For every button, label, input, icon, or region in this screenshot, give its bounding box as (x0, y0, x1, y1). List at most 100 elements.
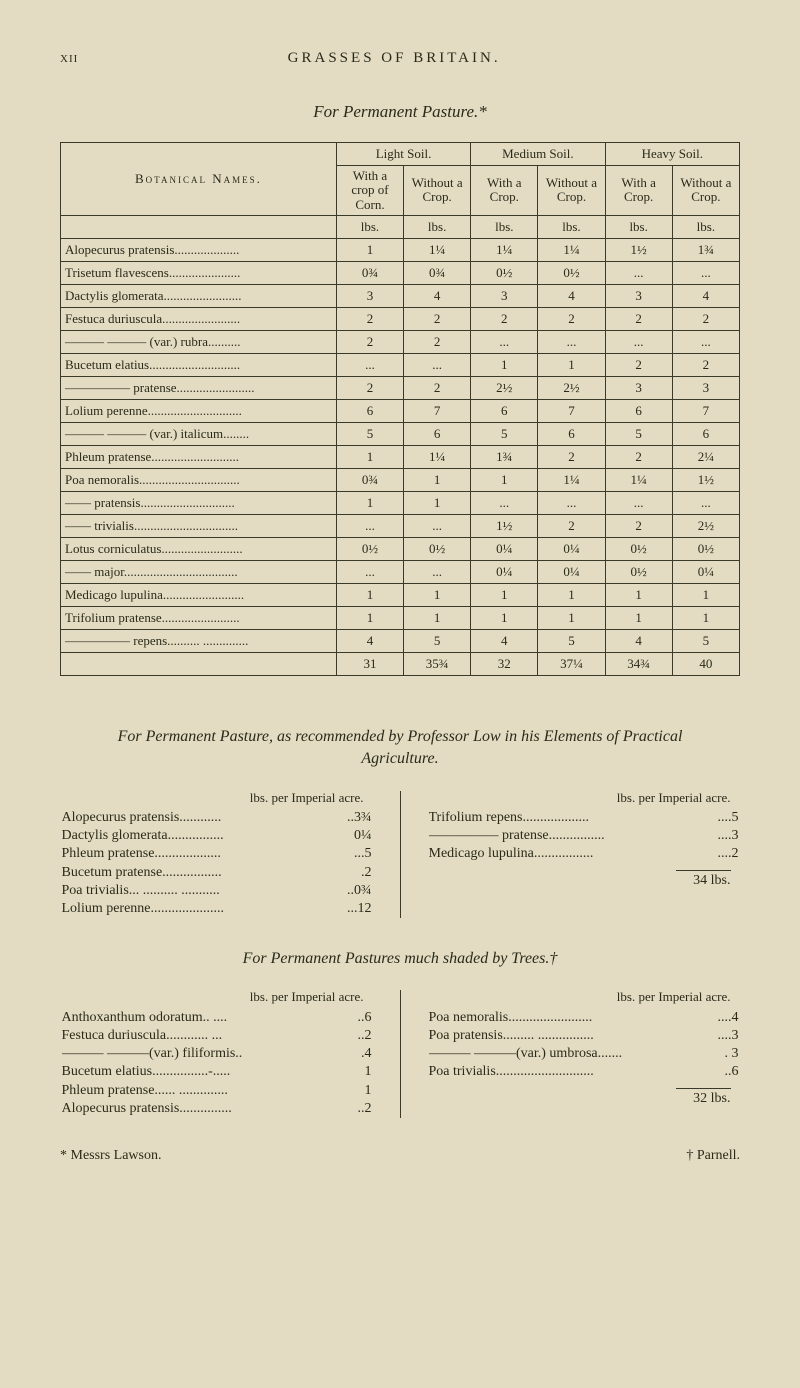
value-cell: 1 (605, 583, 672, 606)
entry-label: Poa trivialis...........................… (429, 1063, 704, 1081)
value-cell: ... (336, 353, 403, 376)
value-cell: 1¼ (538, 468, 605, 491)
entry-label: Poa nemoralis........................ (429, 1009, 704, 1027)
table-title: For Permanent Pasture.* (60, 102, 740, 122)
entry-label: Anthoxanthum odoratum.. .... (62, 1009, 337, 1027)
species-name: ——— ——— (var.) italicum........ (61, 422, 337, 445)
value-cell: 0¾ (404, 261, 471, 284)
value-cell: 2 (404, 376, 471, 399)
value-cell: 5 (538, 629, 605, 652)
list-entry: Bucetum elatius................-.....1 (62, 1063, 372, 1081)
list-entry: Phleum pratense...... ..............1 (62, 1082, 372, 1100)
entry-amount: ....4 (704, 1009, 739, 1027)
entry-label: ——— ———(var.) umbrosa....... (429, 1045, 704, 1063)
value-cell: 2 (538, 445, 605, 468)
footnote-right: † Parnell. (686, 1148, 740, 1164)
entry-label: ——— ———(var.) filiformis.. (62, 1045, 337, 1063)
running-head: GRASSES OF BRITAIN. (288, 50, 501, 67)
value-cell: 0½ (471, 261, 538, 284)
entry-label: Poa pratensis......... ................ (429, 1027, 704, 1045)
value-cell: 1 (672, 606, 739, 629)
pasture-table: Botanical Names. Light Soil. Medium Soil… (60, 142, 740, 676)
value-cell: 1 (471, 606, 538, 629)
value-cell: 1 (471, 353, 538, 376)
value-cell: 0½ (605, 537, 672, 560)
entry-amount: 1 (337, 1063, 372, 1081)
value-cell: 1¼ (471, 238, 538, 261)
list-entry: Trifolium repens.......................5 (429, 809, 739, 827)
entry-label: Phleum pratense...... .............. (62, 1082, 337, 1100)
value-cell: 2 (336, 307, 403, 330)
list-entry: Anthoxanthum odoratum.. ......6 (62, 1009, 372, 1027)
value-cell: 4 (605, 629, 672, 652)
total-cell: 35¾ (404, 652, 471, 675)
entry-amount: ..2 (337, 1027, 372, 1045)
list-entry: Poa nemoralis...........................… (429, 1009, 739, 1027)
entry-amount: ..6 (337, 1009, 372, 1027)
list-entry: Lolium perenne........................12 (62, 900, 372, 918)
value-cell: 5 (336, 422, 403, 445)
unit-cell: lbs. (336, 215, 403, 238)
value-cell: 1¼ (404, 238, 471, 261)
value-cell: ... (605, 491, 672, 514)
value-cell: 2 (404, 307, 471, 330)
entry-label: Dactylis glomerata................ (62, 827, 337, 845)
value-cell: 4 (404, 284, 471, 307)
value-cell: ... (471, 491, 538, 514)
value-cell: 1 (336, 583, 403, 606)
col-head: lbs. per Imperial acre. (62, 791, 372, 805)
value-cell: 1 (336, 445, 403, 468)
value-cell: 2½ (471, 376, 538, 399)
value-cell: 2 (605, 514, 672, 537)
species-name: ————— repens.......... .............. (61, 629, 337, 652)
value-cell: 1 (538, 353, 605, 376)
species-name: Trifolium pratense......................… (61, 606, 337, 629)
value-cell: 1¼ (605, 468, 672, 491)
value-cell: 0¼ (538, 560, 605, 583)
entry-label: ————— pratense................ (429, 827, 704, 845)
species-name: Festuca duriuscula......................… (61, 307, 337, 330)
value-cell: 1 (471, 583, 538, 606)
value-cell: 1½ (471, 514, 538, 537)
value-cell: 1 (336, 238, 403, 261)
value-cell: 0½ (538, 261, 605, 284)
list-entry: Dactylis glomerata................ 0¼ (62, 827, 372, 845)
value-cell: 0¾ (336, 468, 403, 491)
value-cell: 1 (471, 468, 538, 491)
entry-amount: ....3 (704, 1027, 739, 1045)
value-cell: 5 (672, 629, 739, 652)
value-cell: 3 (336, 284, 403, 307)
value-cell: 2 (404, 330, 471, 353)
value-cell: 1 (404, 583, 471, 606)
value-cell: 0¼ (538, 537, 605, 560)
value-cell: 2 (605, 445, 672, 468)
entry-label: Lolium perenne..................... (62, 900, 337, 918)
total-cell: 31 (336, 652, 403, 675)
soil-group: Light Soil. (336, 143, 470, 166)
section3-title: For Permanent Pastures much shaded by Tr… (100, 948, 700, 970)
sub-header: Without a Crop. (672, 166, 739, 216)
value-cell: 3 (605, 376, 672, 399)
value-cell: 6 (672, 422, 739, 445)
page-header: xii GRASSES OF BRITAIN. (60, 50, 740, 67)
value-cell: 0¼ (471, 560, 538, 583)
list-entry: Alopecurus pratensis..............3¾ (62, 809, 372, 827)
value-cell: ... (404, 560, 471, 583)
entry-label: Poa trivialis... .......... ........... (62, 882, 337, 900)
value-cell: 0½ (672, 537, 739, 560)
value-cell: 1¼ (538, 238, 605, 261)
species-name: Bucetum elatius.........................… (61, 353, 337, 376)
value-cell: ... (336, 560, 403, 583)
unit-cell: lbs. (471, 215, 538, 238)
species-name: —— pratensis............................… (61, 491, 337, 514)
value-cell: ... (471, 330, 538, 353)
col-head: lbs. per Imperial acre. (62, 990, 372, 1004)
entry-label: Medicago lupulina................. (429, 845, 704, 863)
total-cell: 32 (471, 652, 538, 675)
entry-amount: ...5 (337, 845, 372, 863)
value-cell: 1¾ (471, 445, 538, 468)
entry-amount: .4 (337, 1045, 372, 1063)
value-cell: ... (605, 261, 672, 284)
value-cell: 1 (336, 606, 403, 629)
entry-amount: 1 (337, 1082, 372, 1100)
